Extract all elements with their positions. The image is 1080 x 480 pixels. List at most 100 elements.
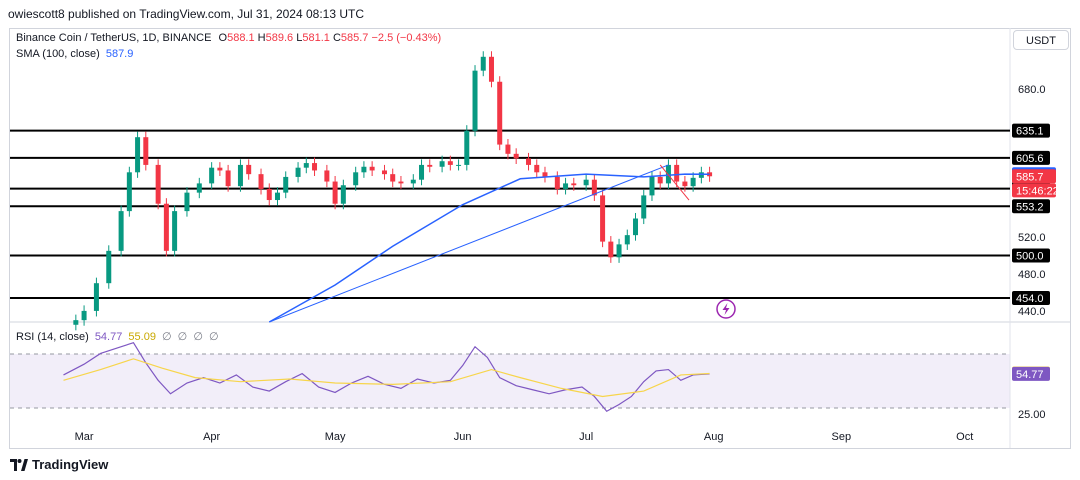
candle-body[interactable] — [456, 164, 462, 166]
symbol-name: Binance Coin / TetherUS, 1D, BINANCE — [16, 32, 212, 44]
y-tick-label: 680.0 — [1018, 84, 1046, 96]
candle-body[interactable] — [419, 164, 425, 180]
candle-body[interactable] — [381, 170, 387, 175]
symbol-legend: Binance Coin / TetherUS, 1D, BINANCE O58… — [16, 32, 441, 44]
candle-body[interactable] — [472, 70, 478, 131]
candle-body[interactable] — [340, 185, 346, 204]
x-tick-label: Sep — [831, 431, 851, 443]
candle-body[interactable] — [237, 164, 243, 187]
candle-body[interactable] — [312, 163, 318, 171]
rsi-tick-label: 25.00 — [1018, 409, 1046, 421]
candle-body[interactable] — [624, 235, 630, 245]
sma-label: SMA (100, close) — [16, 48, 100, 60]
candle-body[interactable] — [657, 176, 663, 184]
candle-body[interactable] — [698, 172, 704, 178]
candle-body[interactable] — [583, 179, 589, 186]
trendline[interactable] — [269, 164, 669, 323]
rsi-extra-1: ∅ — [162, 331, 172, 343]
candle-body[interactable] — [513, 153, 519, 159]
candle-body[interactable] — [106, 250, 112, 284]
tradingview-brand[interactable]: TradingView — [10, 457, 108, 472]
currency-button[interactable]: USDT — [1013, 30, 1069, 50]
y-tick-label: 480.0 — [1018, 269, 1046, 281]
candle-body[interactable] — [571, 183, 577, 186]
candle-body[interactable] — [266, 188, 272, 201]
candle-body[interactable] — [217, 167, 223, 171]
candle-body[interactable] — [563, 183, 569, 189]
candle-body[interactable] — [410, 179, 416, 184]
rsi-extra-4: ∅ — [208, 331, 219, 343]
candle-body[interactable] — [209, 167, 215, 184]
x-tick-label: Jul — [579, 431, 593, 443]
candle-body[interactable] — [505, 144, 511, 154]
publish-info: owiescott8 published on TradingView.com,… — [8, 7, 364, 21]
candle-body[interactable] — [225, 170, 231, 187]
candle-body[interactable] — [480, 56, 486, 71]
candle-body[interactable] — [398, 181, 404, 184]
trendlines — [269, 164, 690, 323]
rsi-extra-3: ∅ — [193, 331, 203, 343]
candle-body[interactable] — [258, 174, 264, 189]
price-badges: 587.9585.715:46:2255.0954.77 — [1012, 167, 1059, 381]
candle-body[interactable] — [324, 170, 330, 182]
candle-body[interactable] — [649, 176, 655, 196]
candle-body[interactable] — [126, 172, 132, 212]
candle-body[interactable] — [303, 163, 309, 168]
candle-body[interactable] — [439, 161, 445, 167]
candle-body[interactable] — [93, 283, 99, 311]
candle-body[interactable] — [707, 172, 713, 177]
candle-body[interactable] — [690, 177, 696, 187]
candle-body[interactable] — [390, 174, 396, 182]
candle-body[interactable] — [246, 164, 252, 175]
candle-body[interactable] — [172, 211, 178, 251]
candle-body[interactable] — [542, 172, 548, 177]
candle-body[interactable] — [353, 172, 359, 186]
candle-body[interactable] — [488, 56, 494, 82]
sma-value: 587.9 — [105, 48, 134, 60]
candle-body[interactable] — [274, 192, 280, 201]
level-badge — [1012, 123, 1050, 138]
candle-body[interactable] — [682, 181, 688, 187]
sma-line[interactable] — [268, 173, 710, 323]
candle-body[interactable] — [633, 218, 639, 236]
candle-body[interactable] — [118, 211, 124, 251]
candle-body[interactable] — [332, 181, 338, 204]
rsi-badge-label: 54.77 — [1016, 369, 1044, 381]
candle-body[interactable] — [674, 164, 680, 182]
candle-body[interactable] — [447, 161, 453, 165]
candle-body[interactable] — [283, 176, 289, 193]
axes: 680.0 520.0 480.0 440.0 Mar Apr May Jun Jul Aug Se… — [75, 84, 1046, 443]
candle-body[interactable] — [155, 164, 161, 204]
open-label: O — [218, 32, 228, 44]
candle-body[interactable] — [135, 137, 141, 173]
candle-body[interactable] — [526, 158, 532, 165]
tradingview-logo-icon — [10, 458, 28, 471]
price-badge — [1012, 169, 1056, 184]
candle-body[interactable] — [641, 195, 647, 219]
candle-body[interactable] — [608, 241, 614, 258]
candle-body[interactable] — [616, 244, 622, 258]
lightning-icon[interactable] — [716, 299, 736, 319]
candle-body[interactable] — [184, 192, 190, 212]
candle-body[interactable] — [163, 203, 169, 251]
candle-body[interactable] — [369, 166, 375, 171]
candle-body[interactable] — [73, 320, 79, 325]
candle-body[interactable] — [143, 137, 149, 165]
candle-body[interactable] — [196, 183, 202, 193]
candle-body[interactable] — [81, 310, 87, 321]
trendline[interactable] — [659, 164, 690, 201]
x-tick-label: Mar — [75, 431, 94, 443]
candle-body[interactable] — [361, 166, 367, 173]
rsi-ma-line[interactable] — [63, 358, 710, 398]
x-tick-label: May — [325, 431, 346, 443]
candle-body[interactable] — [600, 195, 606, 242]
candle-body[interactable] — [497, 81, 503, 145]
candle-body[interactable] — [427, 164, 433, 167]
candle-body[interactable] — [591, 179, 597, 196]
candle-body[interactable] — [464, 130, 470, 165]
candle-body[interactable] — [534, 164, 540, 173]
candle-body[interactable] — [554, 176, 560, 189]
candle-body[interactable] — [665, 164, 671, 184]
candle-body[interactable] — [295, 167, 301, 177]
